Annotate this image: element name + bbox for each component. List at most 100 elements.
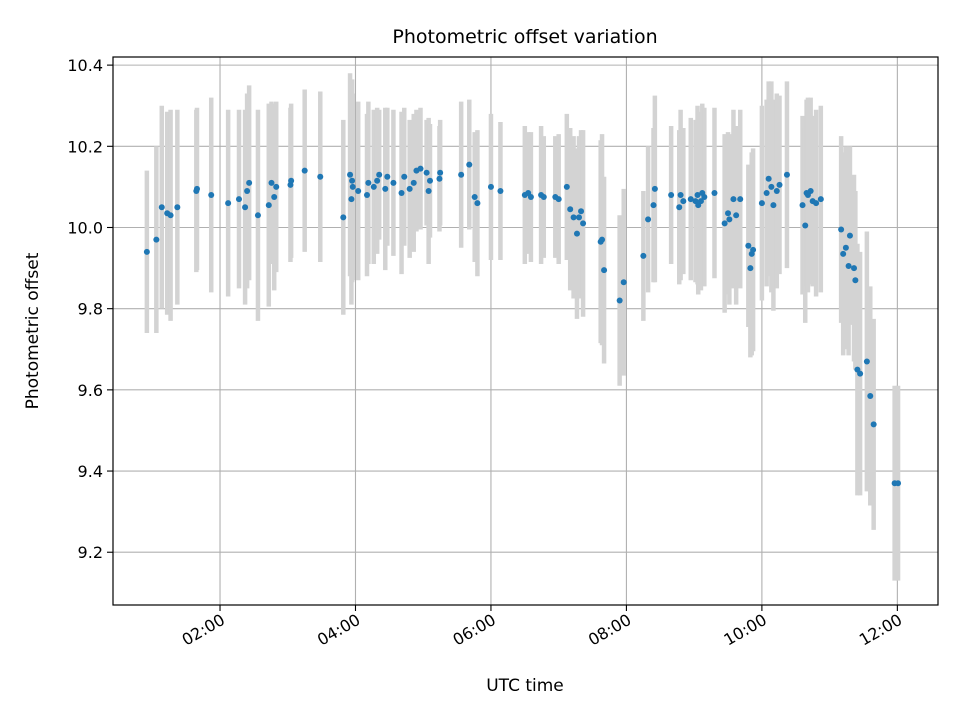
data-point [578, 208, 585, 215]
data-point [425, 187, 432, 194]
data-point [497, 187, 504, 194]
data-point [846, 232, 853, 239]
data-point [225, 200, 232, 207]
data-point [436, 175, 443, 182]
data-point [576, 214, 583, 221]
data-point [301, 167, 308, 174]
data-point [153, 236, 160, 243]
data-point [694, 192, 701, 199]
data-point [851, 265, 858, 272]
data-point [680, 198, 687, 205]
data-point [725, 210, 732, 217]
data-point [406, 185, 413, 192]
data-point [458, 171, 465, 178]
data-point [158, 204, 165, 211]
data-point [701, 194, 708, 201]
data-point [601, 267, 608, 274]
data-point [426, 177, 433, 184]
data-points [143, 161, 902, 487]
data-point [563, 183, 570, 190]
data-point [677, 192, 684, 199]
data-point [776, 181, 783, 188]
data-point [398, 189, 405, 196]
data-point [721, 220, 728, 227]
data-point [410, 179, 417, 186]
data-point [857, 370, 864, 377]
data-point [863, 358, 870, 365]
data-point [645, 216, 652, 223]
data-point [730, 196, 737, 203]
data-point [417, 165, 424, 172]
data-point [384, 173, 391, 180]
data-point [268, 179, 275, 186]
data-point [852, 277, 859, 284]
data-point [697, 198, 704, 205]
data-point [487, 183, 494, 190]
data-point [651, 185, 658, 192]
data-point [733, 212, 740, 219]
y-tick-label: 10.2 [67, 137, 103, 156]
data-point [676, 204, 683, 211]
data-point [527, 194, 534, 201]
data-point [867, 392, 874, 399]
data-point [271, 194, 278, 201]
data-point [783, 171, 790, 178]
data-point [763, 189, 770, 196]
data-point [813, 200, 820, 207]
data-point [570, 214, 577, 221]
data-point [143, 248, 150, 255]
data-point [340, 214, 347, 221]
data-point [288, 177, 295, 184]
data-point [799, 202, 806, 209]
data-point [376, 171, 383, 178]
data-point [620, 279, 627, 286]
data-point [423, 169, 430, 176]
data-point [726, 216, 733, 223]
data-point [193, 185, 200, 192]
data-point [365, 179, 372, 186]
data-point [555, 196, 562, 203]
data-point [817, 196, 824, 203]
data-point [711, 189, 718, 196]
data-point [242, 204, 249, 211]
y-axis-label: Photometric offset [23, 252, 43, 409]
y-tick-label: 9.8 [78, 300, 103, 319]
plot-frame [112, 56, 939, 606]
data-point [573, 230, 580, 237]
y-tick-label: 9.6 [78, 381, 103, 400]
data-point [348, 196, 355, 203]
data-point [208, 192, 215, 199]
data-point [474, 200, 481, 207]
data-point [471, 194, 478, 201]
data-point [616, 297, 623, 304]
data-point [765, 175, 772, 182]
data-point [758, 200, 765, 207]
data-point [364, 192, 371, 199]
data-point [838, 226, 845, 233]
y-axis-ticks: 9.2 9.4 9.6 9.8 10.0 10.2 10.4 [67, 56, 113, 562]
data-point [840, 250, 847, 257]
data-point [349, 183, 356, 190]
data-point [567, 206, 574, 213]
data-point [750, 246, 757, 253]
data-point [747, 265, 754, 272]
data-point [807, 187, 814, 194]
data-point [745, 242, 752, 249]
chart-title: Photometric offset variation [392, 26, 657, 48]
data-point [174, 204, 181, 211]
data-point [845, 263, 852, 270]
data-point [687, 196, 694, 203]
y-tick-label: 10.4 [67, 56, 103, 75]
x-axis-label: UTC time [486, 676, 564, 696]
data-point [895, 480, 902, 487]
y-tick-label: 9.4 [78, 462, 103, 481]
y-tick-label: 10.0 [67, 218, 103, 237]
data-point [768, 183, 775, 190]
data-point [650, 202, 657, 209]
data-point [167, 212, 174, 219]
data-point [265, 202, 272, 209]
data-point [842, 244, 849, 251]
data-point [870, 421, 877, 428]
